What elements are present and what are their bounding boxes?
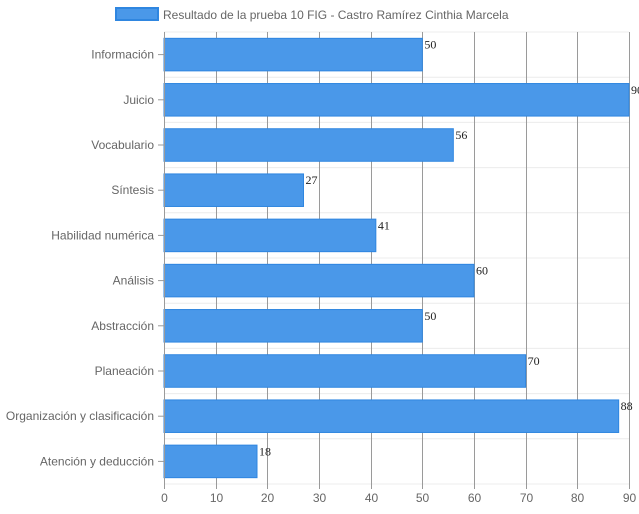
category-label: Habilidad numérica	[51, 228, 154, 242]
x-tick-label: 60	[468, 491, 482, 505]
bar[interactable]	[163, 354, 527, 388]
x-tick-label: 50	[416, 491, 430, 505]
x-tick-label: 70	[520, 491, 534, 505]
data-label: 50	[424, 38, 436, 52]
data-label: 60	[476, 264, 488, 278]
category-label: Organización y clasificación	[6, 409, 154, 423]
x-tick-label: 80	[571, 491, 585, 505]
bar[interactable]	[163, 173, 304, 207]
data-label: 88	[621, 399, 633, 413]
data-label: 70	[528, 354, 540, 368]
bar[interactable]	[163, 263, 475, 298]
data-label: 18	[259, 444, 271, 458]
legend-label: Resultado de la prueba 10 FIG - Castro R…	[163, 8, 509, 22]
category-label: Vocabulario	[91, 138, 154, 152]
x-tick-label: 90	[623, 491, 637, 505]
bar[interactable]	[163, 37, 423, 72]
category-label: Síntesis	[111, 183, 154, 197]
data-label: 50	[424, 309, 436, 323]
bar[interactable]	[163, 399, 620, 433]
bar[interactable]	[163, 309, 423, 343]
x-tick-label: 20	[261, 491, 275, 505]
axes: 0 10 20 30 40 50 60 70 80 90 Información Juicio Voca…	[6, 32, 637, 505]
x-tick-label: 30	[313, 491, 327, 505]
data-label: 41	[378, 218, 390, 232]
data-label: 90	[631, 83, 639, 97]
x-tick-label: 0	[161, 491, 168, 505]
bar[interactable]	[163, 444, 258, 479]
bars: 50 90 56 27 41 60 50 70 88 18	[163, 37, 639, 479]
data-label: 56	[455, 128, 467, 142]
x-tick-label: 10	[210, 491, 224, 505]
bar[interactable]	[163, 218, 377, 253]
x-tick-label: 40	[365, 491, 379, 505]
legend-swatch	[115, 7, 159, 21]
bar[interactable]	[163, 83, 630, 117]
category-label: Análisis	[113, 274, 154, 288]
category-label: Abstracción	[91, 319, 154, 333]
legend: Resultado de la prueba 10 FIG - Castro R…	[115, 7, 509, 22]
category-label: Atención y deducción	[40, 454, 154, 468]
category-label: Información	[91, 48, 154, 62]
category-label: Planeación	[95, 364, 154, 378]
bar[interactable]	[163, 128, 454, 162]
category-label: Juicio	[123, 93, 154, 107]
data-label: 27	[306, 173, 318, 187]
